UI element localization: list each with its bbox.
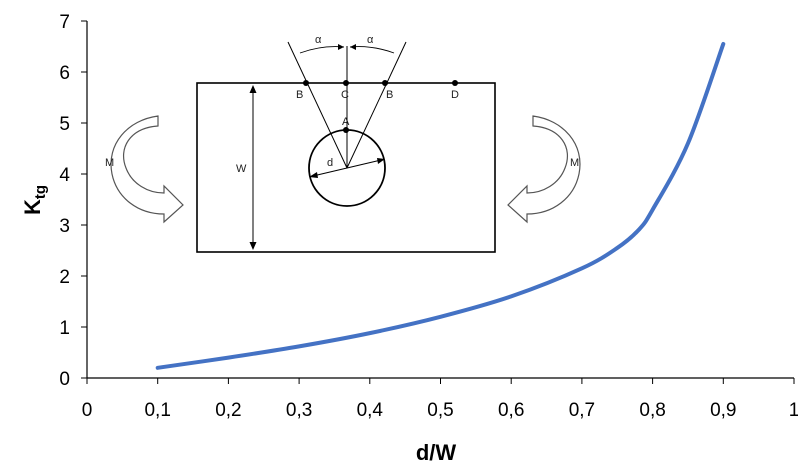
x-tick-label: 0,3 [286,400,312,421]
y-tick-label: 5 [59,114,70,135]
x-tick-label: 0,5 [427,400,453,421]
alpha-right-label: α [367,34,374,46]
moment-right-shape [507,115,581,224]
point-c-label: C [341,89,349,101]
x-tick-labels: 0 0,1 0,2 0,3 0,4 0,5 0,6 0,7 0,8 0,9 1 [82,400,798,421]
series-line [155,41,726,370]
x-tick-label: 0,7 [569,400,595,421]
alpha-left-label: α [315,34,322,46]
moment-left-icon: M [105,115,184,224]
x-tick-label: 0,1 [144,400,170,421]
point-b-left-label: B [296,89,303,101]
point-b-right-dot [382,80,388,86]
alpha-arrow-right [350,44,356,50]
inset-diagram: W A d α α B C B D [105,34,581,253]
point-d-dot [452,80,458,86]
x-tick-label: 0 [82,400,93,421]
width-dimension: W [236,85,257,250]
diameter-arrow-left [309,172,318,178]
y-tick-label: 2 [59,267,70,288]
point-b-right-label: B [386,89,393,101]
x-tick-label: 0,6 [498,400,524,421]
x-tick-marks [86,378,795,384]
y-tick-label: 7 [59,12,70,33]
width-label: W [236,163,247,175]
y-tick-label: 6 [59,63,70,84]
x-tick-label: 1 [789,400,798,421]
diameter-label: d [327,157,333,169]
alpha-arc-right [349,46,395,54]
point-b-left-dot [303,80,309,86]
y-tick-marks [81,20,87,379]
y-tick-label: 3 [59,216,70,237]
alpha-arrow-left [338,44,344,50]
ray-left [287,41,348,169]
x-axis-title: d/W [416,440,457,465]
moment-right-icon: M [507,115,581,224]
moment-right-label: M [570,157,579,169]
x-tick-label: 0,4 [357,400,384,421]
moment-left-label: M [105,157,114,169]
y-tick-label: 0 [59,369,70,390]
y-tick-label: 1 [59,318,70,339]
moment-left-shape [110,115,184,224]
x-tick-label: 0,2 [215,400,241,421]
point-c-dot [343,80,349,86]
point-d-label: D [451,89,459,101]
y-tick-labels: 0 1 2 3 4 5 6 7 [59,12,70,390]
diameter-arrow-right [377,158,385,164]
y-axis-title: Ktg [20,185,49,215]
y-axis-title-sub: tg [32,185,49,199]
ray-right [346,41,407,169]
y-tick-label: 4 [59,165,70,186]
y-axis-title-main: K [20,199,45,215]
x-tick-label: 0,9 [710,400,736,421]
alpha-arc-left [299,46,345,54]
width-arrow-top [249,85,257,93]
width-arrow-bottom [249,242,257,250]
point-a-label: A [342,116,350,128]
x-tick-label: 0,8 [639,400,665,421]
